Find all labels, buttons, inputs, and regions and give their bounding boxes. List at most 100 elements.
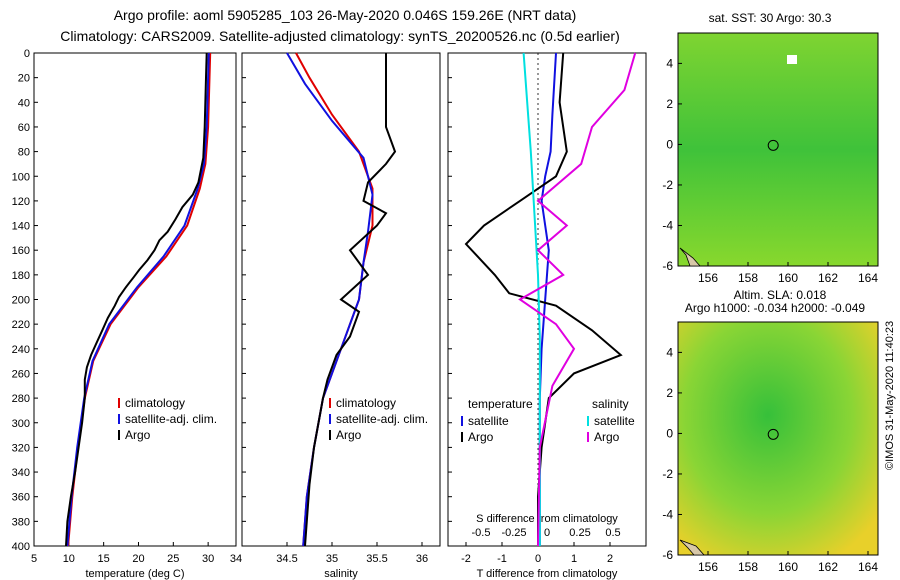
sla-map-field bbox=[677, 321, 879, 556]
sst-coastline bbox=[679, 247, 701, 267]
y-tick-label: 160 bbox=[12, 245, 30, 257]
header-line1: Argo profile: aoml 5905285_103 26-May-20… bbox=[114, 7, 577, 23]
series-salinity-satellite bbox=[522, 52, 541, 546]
map-x-tick-label: 160 bbox=[778, 271, 798, 285]
x-tick-label: 30 bbox=[202, 553, 214, 565]
sst-map-title: sat. SST: 30 Argo: 30.3 bbox=[709, 11, 832, 25]
s-diff-tick-label: 0.25 bbox=[569, 527, 590, 539]
legend-label: Argo bbox=[594, 430, 620, 444]
x-tick-label: 5 bbox=[31, 553, 37, 565]
y-tick-label: 200 bbox=[12, 295, 30, 307]
s-diff-label: S difference from climatology bbox=[476, 513, 618, 525]
legend-header-temperature: temperature bbox=[468, 397, 533, 411]
map-y-tick-label: 0 bbox=[666, 137, 673, 151]
panel-salinity: 34.5 35 35.5 36 salinity climatology satellite… bbox=[241, 52, 441, 580]
x-tick-label: 2 bbox=[607, 553, 613, 565]
sla-map-subtitle: Argo h1000: -0.034 h2000: -0.049 bbox=[685, 301, 865, 315]
y-tick-label: 380 bbox=[12, 516, 30, 528]
map-x-tick-label: 160 bbox=[778, 560, 798, 574]
y-tick-label: 140 bbox=[12, 221, 30, 233]
x-tick-label: 20 bbox=[132, 553, 144, 565]
map-y-tick-label: 2 bbox=[666, 97, 673, 111]
y-tick-label: 260 bbox=[12, 368, 30, 380]
y-tick-label: 280 bbox=[12, 393, 30, 405]
x-tick-label: 35.5 bbox=[366, 553, 387, 565]
map-y-tick-label: -2 bbox=[662, 178, 673, 192]
s-diff-tick-label: 0 bbox=[544, 527, 550, 539]
x-tick-label: 0 bbox=[535, 553, 541, 565]
legend-label: Argo bbox=[125, 428, 151, 442]
y-tick-label: 300 bbox=[12, 418, 30, 430]
x-tick-label: 36 bbox=[416, 553, 428, 565]
map-x-tick-label: 162 bbox=[818, 271, 838, 285]
legend-label: climatology bbox=[125, 396, 185, 410]
difference-axes-box bbox=[447, 52, 647, 547]
y-tick-label: 20 bbox=[18, 73, 30, 85]
sst-map-panel: sat. SST: 30 Argo: 30.3 156 158 160 162 164 4… bbox=[662, 11, 879, 285]
y-tick-label: 220 bbox=[12, 319, 30, 331]
y-tick-label: 60 bbox=[18, 122, 30, 134]
y-tick-label: 0 bbox=[24, 48, 30, 60]
x-tick-label: 34 bbox=[230, 553, 242, 565]
legend-label: satellite-adj. clim. bbox=[125, 412, 217, 426]
map-y-tick-label: -4 bbox=[662, 218, 673, 232]
map-y-tick-label: 0 bbox=[666, 426, 673, 440]
sla-argo-marker bbox=[767, 428, 779, 440]
y-tick-label: 240 bbox=[12, 344, 30, 356]
y-tick-label: 320 bbox=[12, 442, 30, 454]
sst-argo-marker bbox=[767, 139, 779, 151]
x-tick-label: 25 bbox=[167, 553, 179, 565]
legend-header-salinity: salinity bbox=[592, 397, 629, 411]
x-tick-label: 1 bbox=[571, 553, 577, 565]
difference-x-label: T difference from climatology bbox=[477, 568, 618, 580]
series-salinity-argo bbox=[518, 52, 637, 547]
x-tick-label: -1 bbox=[497, 553, 507, 565]
y-tick-label: 360 bbox=[12, 492, 30, 504]
legend-label: Argo bbox=[336, 428, 362, 442]
temperature-x-label: temperature (deg C) bbox=[85, 568, 184, 580]
legend-label: Argo bbox=[468, 430, 494, 444]
y-tick-label: 100 bbox=[12, 171, 30, 183]
y-tick-label: 40 bbox=[18, 97, 30, 109]
legend-label: satellite bbox=[468, 414, 509, 428]
map-y-tick-label: 4 bbox=[666, 345, 673, 359]
map-x-tick-label: 158 bbox=[738, 560, 758, 574]
y-tick-label: 120 bbox=[12, 196, 30, 208]
map-y-tick-label: 4 bbox=[666, 56, 673, 70]
map-y-tick-label: -6 bbox=[662, 548, 673, 562]
panel-difference: -2 -1 0 1 2 T difference from climatology -0.5… bbox=[447, 52, 647, 580]
map-y-tick-label: -4 bbox=[662, 507, 673, 521]
panel-temperature: 0 20 40 60 80 100 120 140 160 180 200 220 240 260 280 3… bbox=[12, 48, 242, 580]
y-tick-label: 180 bbox=[12, 270, 30, 282]
sst-map-field bbox=[677, 32, 879, 267]
map-x-tick-label: 156 bbox=[698, 271, 718, 285]
x-tick-label: -2 bbox=[461, 553, 471, 565]
header-line2: Climatology: CARS2009. Satellite-adjuste… bbox=[60, 28, 620, 44]
legend-label: climatology bbox=[336, 396, 396, 410]
s-diff-tick-label: 0.5 bbox=[605, 527, 620, 539]
x-tick-label: 10 bbox=[63, 553, 75, 565]
temperature-axes-box bbox=[33, 52, 237, 547]
sla-map-panel: Altim. SLA: 0.018 Argo h1000: -0.034 h20… bbox=[662, 288, 879, 574]
sst-missing-data-patch bbox=[787, 55, 797, 64]
map-x-tick-label: 164 bbox=[858, 271, 878, 285]
map-x-tick-label: 158 bbox=[738, 271, 758, 285]
legend-label: satellite-adj. clim. bbox=[336, 412, 428, 426]
s-diff-tick-label: -0.25 bbox=[501, 527, 526, 539]
series-satellite-adj-clim- bbox=[66, 52, 210, 547]
copyright-label: ©IMOS 31-May-2020 11:40:23 bbox=[884, 321, 896, 470]
series-argo bbox=[65, 52, 208, 547]
series-argo bbox=[304, 53, 397, 547]
x-tick-label: 35 bbox=[326, 553, 338, 565]
x-tick-label: 15 bbox=[98, 553, 110, 565]
map-y-tick-label: -2 bbox=[662, 467, 673, 481]
map-x-tick-label: 156 bbox=[698, 560, 718, 574]
y-tick-label: 340 bbox=[12, 467, 30, 479]
sla-coastline bbox=[679, 539, 705, 556]
salinity-x-label: salinity bbox=[324, 568, 358, 580]
map-y-tick-label: 2 bbox=[666, 386, 673, 400]
sla-map-title: Altim. SLA: 0.018 bbox=[734, 288, 827, 302]
map-x-tick-label: 162 bbox=[818, 560, 838, 574]
legend-label: satellite bbox=[594, 414, 635, 428]
